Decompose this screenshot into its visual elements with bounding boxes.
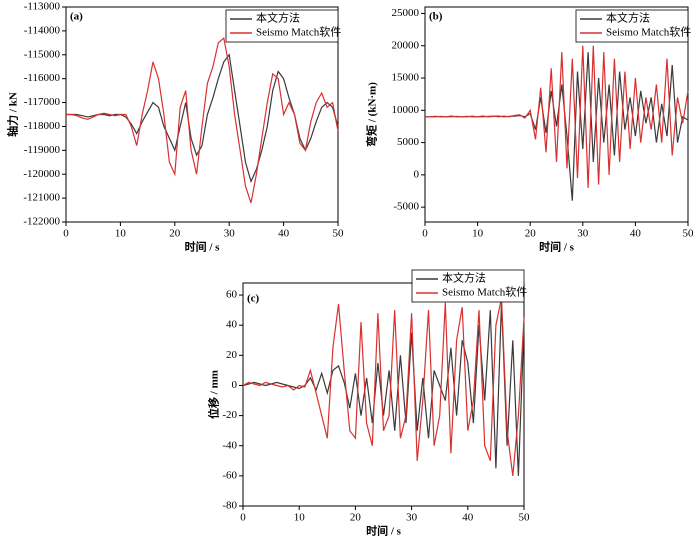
x-tick-label: 0 [240, 512, 246, 524]
legend-box [411, 269, 525, 303]
y-tick-label: 60 [226, 289, 238, 301]
y-tick-label: -118000 [24, 120, 61, 132]
y-tick-label: -114000 [24, 24, 61, 36]
data-line [242, 297, 525, 476]
y-tick-label: 25000 [392, 7, 420, 19]
y-tick-label: -40 [222, 439, 237, 451]
y-tick-label: -116000 [24, 72, 61, 84]
x-tick-label: 30 [406, 512, 418, 524]
x-tick-label: 10 [294, 512, 306, 524]
y-tick-label: -113000 [24, 1, 61, 13]
data-line [66, 53, 339, 184]
y-tick-label: -119000 [24, 144, 61, 156]
x-tick-label: 50 [519, 512, 531, 524]
panel-label: (b) [429, 11, 443, 23]
y-tick-label: 20000 [392, 39, 420, 51]
legend-label: Seismo Match软件 [256, 25, 341, 39]
y-tick-label: -20 [222, 409, 237, 421]
x-tick-label: 40 [462, 512, 474, 524]
data-line [425, 52, 689, 201]
y-tick-label: 15000 [392, 72, 420, 84]
x-axis-label: 时间 / s [539, 240, 575, 254]
panel-label: (a) [70, 11, 83, 23]
x-tick-label: 50 [683, 228, 695, 240]
legend-label: Seismo Match软件 [442, 285, 527, 299]
x-tick-label: 50 [333, 228, 345, 240]
legend-label: 本文方法 [606, 11, 650, 25]
y-tick-label: -5000 [393, 201, 419, 213]
y-tick-label: 40 [226, 319, 238, 331]
legend-label: 本文方法 [256, 11, 300, 25]
x-tick-label: 20 [350, 512, 362, 524]
y-tick-label: -115000 [24, 48, 61, 60]
x-tick-label: 40 [278, 228, 290, 240]
x-axis-label: 时间 / s [366, 524, 402, 537]
y-tick-label: -121000 [23, 192, 60, 204]
y-tick-label: -117000 [24, 96, 61, 108]
x-tick-label: 30 [577, 228, 589, 240]
y-axis-label: 弯矩 / (kN·m) [365, 82, 379, 147]
x-tick-label: 20 [525, 228, 537, 240]
plot-frame [424, 6, 689, 223]
data-line [242, 302, 525, 476]
y-axis-label: 轴力 / kN [6, 92, 20, 137]
x-tick-label: 0 [63, 228, 69, 240]
legend-box [575, 9, 689, 43]
x-tick-label: 30 [224, 228, 236, 240]
y-tick-label: 10000 [392, 104, 420, 116]
y-tick-label: -80 [222, 500, 237, 512]
plot-frame [242, 282, 525, 507]
y-tick-label: -60 [222, 469, 237, 481]
x-tick-label: 20 [169, 228, 181, 240]
x-tick-label: 40 [630, 228, 642, 240]
y-tick-label: 0 [414, 168, 420, 180]
data-line [66, 36, 339, 204]
y-tick-label: -122000 [23, 216, 60, 228]
panel-label: (c) [247, 293, 260, 305]
x-tick-label: 10 [115, 228, 127, 240]
x-axis-label: 时间 / s [185, 240, 221, 254]
data-line [425, 45, 689, 188]
legend-box [225, 9, 339, 43]
x-tick-label: 0 [422, 228, 428, 240]
y-axis-label: 位移 / mm [207, 370, 221, 419]
y-tick-label: 0 [232, 379, 238, 391]
legend-label: 本文方法 [442, 271, 486, 285]
x-tick-label: 10 [472, 228, 484, 240]
y-tick-label: 5000 [397, 136, 420, 148]
legend-label: Seismo Match软件 [606, 25, 691, 39]
y-tick-label: 20 [226, 349, 238, 361]
y-tick-label: -120000 [23, 168, 60, 180]
